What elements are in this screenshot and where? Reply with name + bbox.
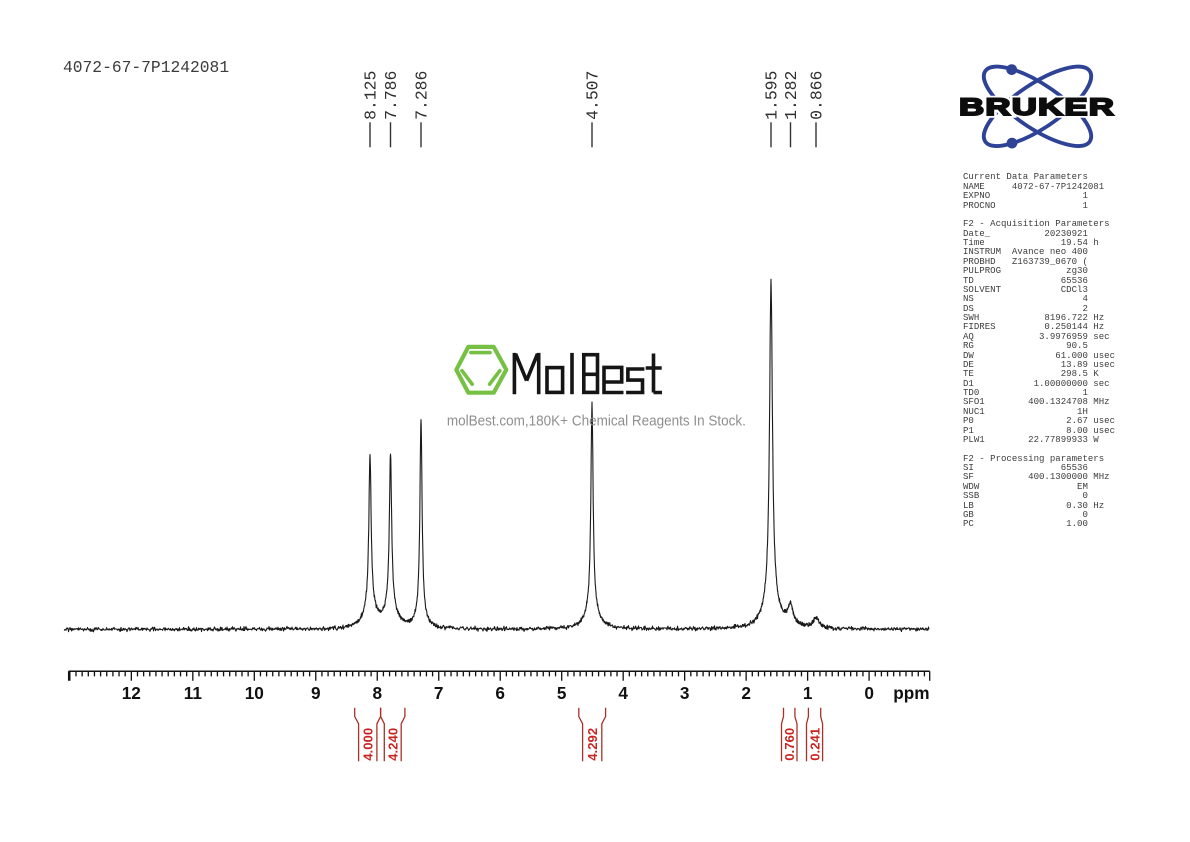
- svg-text:3: 3: [680, 683, 690, 703]
- svg-text:7.286: 7.286: [413, 71, 432, 120]
- svg-text:ppm: ppm: [893, 683, 929, 703]
- svg-text:0.760: 0.760: [782, 728, 797, 761]
- svg-text:2: 2: [741, 683, 751, 703]
- svg-text:molBest.com,180K+ Chemical Rea: molBest.com,180K+ Chemical Reagents In S…: [447, 412, 746, 429]
- svg-text:1.282: 1.282: [782, 71, 801, 120]
- svg-text:9: 9: [311, 683, 321, 703]
- svg-text:7: 7: [434, 683, 444, 703]
- svg-text:1: 1: [803, 683, 813, 703]
- svg-text:4.240: 4.240: [386, 728, 401, 761]
- svg-text:4.000: 4.000: [360, 728, 375, 761]
- svg-text:4072-67-7P1242081: 4072-67-7P1242081: [63, 58, 229, 77]
- svg-text:BRUKER: BRUKER: [959, 94, 1115, 120]
- svg-text:0: 0: [864, 683, 874, 703]
- svg-text:10: 10: [245, 683, 264, 703]
- svg-text:8.125: 8.125: [362, 71, 381, 120]
- svg-text:4: 4: [618, 683, 628, 703]
- svg-text:12: 12: [122, 683, 141, 703]
- svg-text:7.786: 7.786: [382, 71, 401, 120]
- svg-text:0.241: 0.241: [807, 728, 822, 761]
- svg-text:6: 6: [495, 683, 505, 703]
- svg-text:8: 8: [373, 683, 383, 703]
- svg-text:0.866: 0.866: [808, 71, 827, 120]
- svg-text:5: 5: [557, 683, 567, 703]
- svg-text:4.292: 4.292: [585, 728, 600, 761]
- svg-text:11: 11: [184, 683, 203, 703]
- svg-text:BRUKER: BRUKER: [959, 94, 1115, 120]
- svg-text:1.595: 1.595: [763, 71, 782, 120]
- svg-text:4.507: 4.507: [584, 71, 603, 120]
